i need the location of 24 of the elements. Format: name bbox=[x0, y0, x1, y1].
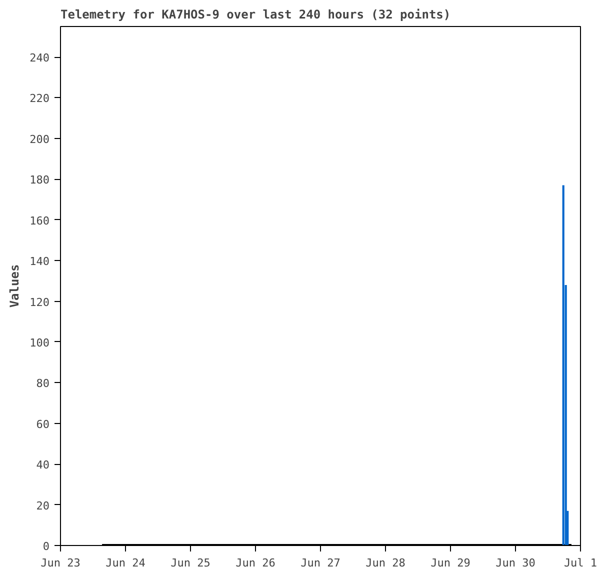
x-tick-label: Jun 29 bbox=[430, 556, 470, 570]
y-tick-label: 180 bbox=[30, 174, 50, 187]
x-tick-label: Jun 28 bbox=[366, 556, 406, 570]
x-tick-label: Jun 26 bbox=[236, 556, 276, 570]
y-tick-label: 100 bbox=[30, 336, 50, 350]
chart-title: Telemetry for KA7HOS-9 over last 240 hours (32 points) bbox=[60, 8, 451, 22]
x-tick-label: Jun 25 bbox=[170, 556, 210, 570]
x-tick-label: Jun 24 bbox=[106, 556, 146, 570]
y-tick-label: 240 bbox=[30, 52, 50, 65]
y-tick-label: 0 bbox=[42, 540, 50, 553]
x-tick-label: Jun 23 bbox=[40, 556, 80, 570]
x-tick-label: Jun 30 bbox=[496, 556, 536, 570]
y-tick-label: 140 bbox=[30, 255, 50, 268]
y-tick-label: 80 bbox=[36, 377, 50, 390]
y-tick-label: 220 bbox=[30, 92, 50, 106]
y-tick-label: 40 bbox=[36, 458, 50, 472]
y-tick-label: 60 bbox=[36, 418, 50, 431]
y-tick-label: 160 bbox=[30, 214, 50, 228]
y-tick-label: 20 bbox=[36, 499, 50, 512]
y-tick-label: 120 bbox=[30, 296, 50, 309]
x-tick-label: Jun 27 bbox=[300, 556, 340, 570]
y-tick-label: 200 bbox=[30, 132, 50, 146]
y-axis-title: Values bbox=[8, 264, 22, 308]
x-tick-label: Jul 1 bbox=[564, 556, 598, 570]
